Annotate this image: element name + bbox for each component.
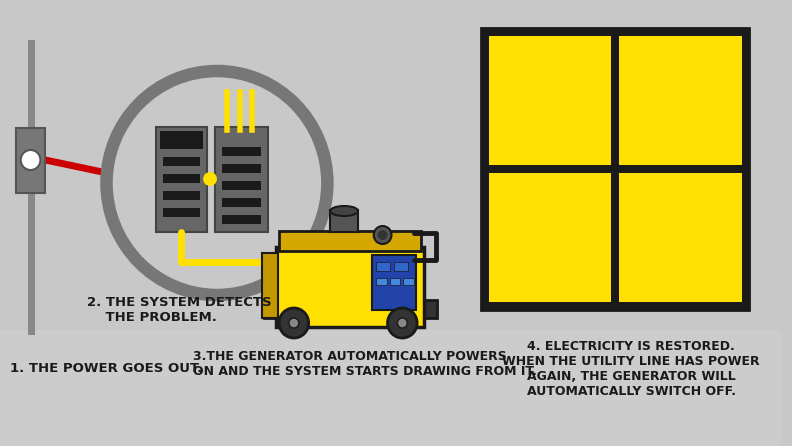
- Circle shape: [398, 318, 407, 328]
- Bar: [619, 173, 741, 302]
- Bar: [390, 278, 400, 285]
- Bar: [489, 36, 611, 165]
- Bar: [222, 147, 261, 156]
- Circle shape: [374, 226, 391, 244]
- Bar: [371, 255, 416, 310]
- Circle shape: [378, 230, 387, 240]
- Text: 2. THE SYSTEM DETECTS
    THE PROBLEM.: 2. THE SYSTEM DETECTS THE PROBLEM.: [87, 296, 272, 324]
- Bar: [222, 198, 261, 207]
- Bar: [262, 253, 278, 318]
- Bar: [162, 157, 200, 166]
- Bar: [330, 210, 358, 232]
- Bar: [375, 278, 386, 285]
- Circle shape: [106, 71, 327, 295]
- Bar: [215, 127, 268, 232]
- Bar: [156, 127, 207, 232]
- Bar: [222, 215, 261, 224]
- Circle shape: [21, 150, 40, 170]
- Bar: [28, 40, 36, 335]
- Bar: [482, 28, 749, 310]
- Bar: [394, 262, 408, 271]
- Bar: [162, 191, 200, 200]
- Text: 3.THE GENERATOR AUTOMATICALLY POWERS
ON AND THE SYSTEM STARTS DRAWING FROM IT.: 3.THE GENERATOR AUTOMATICALLY POWERS ON …: [193, 350, 537, 378]
- Bar: [279, 231, 421, 251]
- Circle shape: [387, 308, 417, 338]
- Bar: [276, 247, 424, 327]
- Bar: [619, 36, 741, 165]
- Circle shape: [203, 172, 217, 186]
- Bar: [403, 278, 414, 285]
- Bar: [375, 262, 390, 271]
- Bar: [265, 300, 437, 318]
- Bar: [162, 208, 200, 217]
- Ellipse shape: [330, 206, 358, 216]
- Bar: [489, 173, 611, 302]
- Circle shape: [279, 308, 309, 338]
- Text: 1. THE POWER GOES OUT.: 1. THE POWER GOES OUT.: [10, 362, 202, 375]
- Bar: [0, 330, 781, 446]
- Bar: [16, 128, 45, 193]
- Bar: [160, 131, 203, 149]
- Bar: [162, 174, 200, 183]
- Bar: [222, 164, 261, 173]
- Text: 4. ELECTRICITY IS RESTORED.
WHEN THE UTILITY LINE HAS POWER
AGAIN, THE GENERATOR: 4. ELECTRICITY IS RESTORED. WHEN THE UTI…: [502, 340, 760, 398]
- Circle shape: [289, 318, 299, 328]
- Bar: [222, 181, 261, 190]
